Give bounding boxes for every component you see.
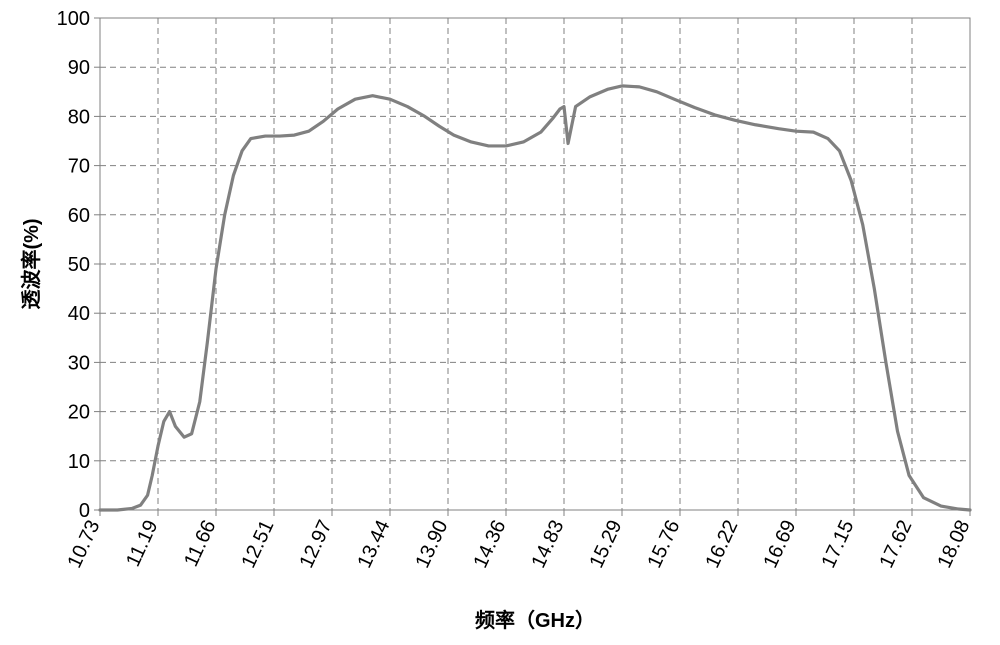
x-tick-label: 11.19: [122, 517, 162, 570]
x-axis-title: 频率（GHz）: [475, 608, 595, 632]
transmittance-chart: 010203040506070809010010.7311.1911.6612.…: [0, 0, 1000, 645]
y-tick-label: 60: [68, 205, 90, 227]
x-tick-label: 16.69: [759, 517, 800, 572]
x-tick-label: 16.22: [701, 517, 742, 572]
x-tick-label: 14.36: [469, 517, 510, 572]
x-tick-label: 17.15: [817, 517, 858, 572]
x-tick-label: 13.90: [411, 517, 452, 572]
chart-container: 010203040506070809010010.7311.1911.6612.…: [0, 0, 1000, 645]
y-tick-label: 80: [68, 106, 90, 128]
y-tick-label: 90: [68, 57, 90, 79]
x-tick-label: 12.51: [237, 517, 278, 572]
y-axis-title: 透波率(%): [19, 218, 43, 309]
x-tick-label: 11.66: [180, 517, 220, 570]
y-tick-label: 10: [68, 451, 90, 473]
x-tick-label: 17.62: [875, 517, 916, 572]
y-tick-label: 20: [68, 402, 90, 424]
x-tick-label: 12.97: [295, 517, 336, 572]
x-tick-label: 14.83: [527, 517, 568, 572]
x-tick-label: 15.29: [585, 517, 626, 572]
y-tick-label: 40: [68, 303, 90, 325]
x-tick-label: 13.44: [353, 517, 394, 572]
y-tick-label: 100: [57, 8, 90, 30]
x-tick-label: 18.08: [933, 517, 974, 572]
x-tick-label: 10.73: [63, 517, 104, 572]
y-tick-label: 70: [68, 156, 90, 178]
x-tick-label: 15.76: [643, 517, 684, 572]
y-tick-label: 50: [68, 254, 90, 276]
y-tick-label: 30: [68, 352, 90, 374]
